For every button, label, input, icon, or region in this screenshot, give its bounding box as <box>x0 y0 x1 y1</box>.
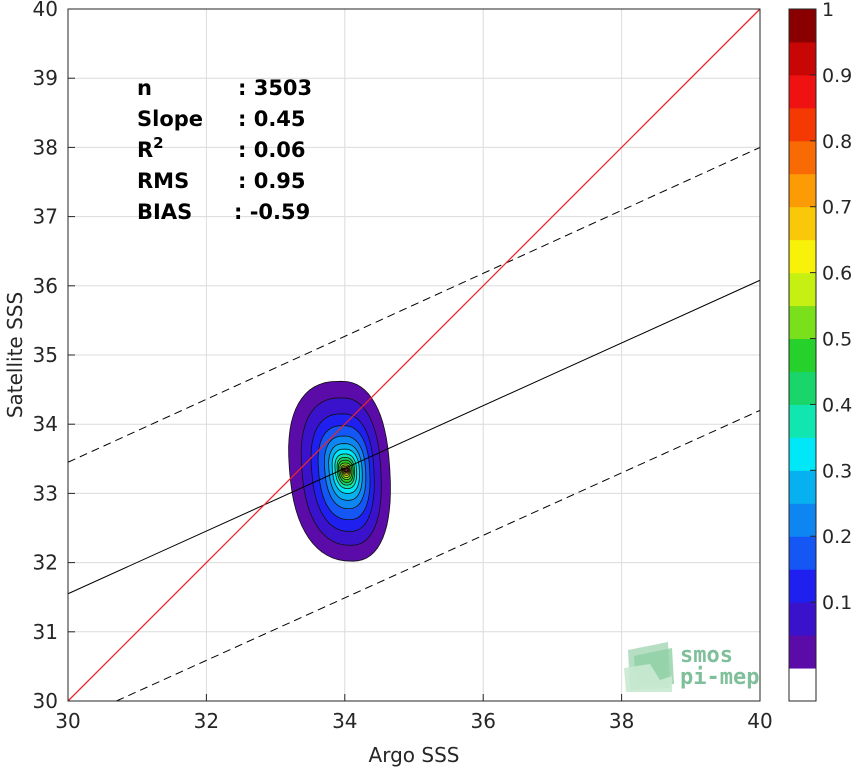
y-tick-label: 33 <box>33 481 58 505</box>
colorbar-tick-label: 0.6 <box>822 263 852 285</box>
y-tick-label: 38 <box>33 135 58 159</box>
colorbar-segment <box>789 74 816 109</box>
colorbar-tick-label: 0.3 <box>822 460 852 482</box>
colorbar <box>788 8 817 702</box>
colorbar-tick-label: 0.5 <box>822 329 852 351</box>
x-tick-label: 30 <box>55 709 80 733</box>
colorbar-tick-label: 1 <box>822 0 834 21</box>
y-tick-label: 32 <box>33 551 58 575</box>
y-tick-label: 30 <box>33 689 58 713</box>
colorbar-segment <box>789 437 816 471</box>
logo-line2: pi-mep <box>680 665 759 690</box>
smos-pi-mep-logo: smos pi-mep <box>624 642 759 692</box>
y-tick-label: 31 <box>33 620 58 644</box>
x-tick-label: 32 <box>194 709 219 733</box>
colorbar-tick-label: 0.8 <box>822 131 852 153</box>
colorbar-segment <box>789 404 816 438</box>
logo-mark-icon <box>624 642 674 692</box>
lower-bound-dashed-line <box>116 409 761 702</box>
colorbar-tick-labels: 0.1 0.2 0.3 0.4 0.5 0.6 0.7 0.8 0.9 1 <box>810 0 852 614</box>
stat-key: Slope <box>137 107 203 131</box>
stat-value: : 0.45 <box>238 107 306 131</box>
colorbar-segment <box>789 503 816 537</box>
stat-key: n <box>137 76 152 100</box>
colorbar-segment <box>789 569 816 603</box>
x-tick-label: 34 <box>332 709 357 733</box>
regression-line <box>67 279 761 595</box>
colorbar-tick-label: 0.7 <box>822 197 852 219</box>
y-tick-label: 34 <box>33 412 58 436</box>
colorbar-tick-label: 0.2 <box>822 526 852 548</box>
x-tick-label: 40 <box>747 709 772 733</box>
x-tick-label: 36 <box>470 709 495 733</box>
y-axis-label: Satellite SSS <box>3 292 27 418</box>
colorbar-tick-label: 0.4 <box>822 394 852 416</box>
colorbar-segment <box>789 9 816 43</box>
colorbar-frame <box>788 8 817 702</box>
colorbar-segment <box>789 173 816 208</box>
colorbar-segment <box>789 536 816 570</box>
colorbar-tick-label: 0.1 <box>822 592 852 614</box>
reference-lines <box>67 8 761 702</box>
colorbar-segment <box>789 470 816 504</box>
y-tick-label: 35 <box>33 343 58 367</box>
colorbar-segment <box>789 239 816 274</box>
upper-bound-dashed-line <box>67 146 761 463</box>
stat-value: : -0.59 <box>234 200 310 224</box>
logo-line1: smos <box>680 643 733 668</box>
statistics-block: n : 3503 Slope : 0.45 R2 : 0.06 RMS : 0.95 BIAS:… <box>137 76 312 224</box>
colorbar-segment <box>789 41 816 76</box>
colorbar-segment <box>789 602 816 636</box>
stat-value: : 0.95 <box>238 169 306 193</box>
contour-level <box>344 468 349 472</box>
y-tick-label: 39 <box>33 66 58 90</box>
colorbar-segment <box>789 272 816 307</box>
colorbar-segment <box>789 107 816 142</box>
x-axis-label: Argo SSS <box>369 743 460 767</box>
x-tick-label: 38 <box>609 709 634 733</box>
x-tick-labels: 30 32 34 36 38 40 <box>55 694 773 733</box>
stat-key: RMS <box>137 169 189 193</box>
colorbar-segment <box>789 305 816 340</box>
y-tick-label: 36 <box>33 274 58 298</box>
colorbar-segment <box>789 668 816 702</box>
y-tick-labels: 30 31 32 33 34 35 36 37 38 39 40 <box>33 0 75 713</box>
stat-key: BIAS <box>137 200 192 224</box>
colorbar-segment <box>789 371 816 405</box>
colorbar-segment <box>789 206 816 241</box>
colorbar-tick-label: 0.9 <box>822 65 852 87</box>
density-contours <box>288 380 391 562</box>
y-tick-label: 40 <box>33 0 58 21</box>
identity-line <box>67 8 761 702</box>
stat-key: R2 <box>137 134 164 162</box>
stat-value: : 0.06 <box>238 138 306 162</box>
colorbar-segment <box>789 338 816 372</box>
colorbar-segment <box>789 140 816 175</box>
y-tick-label: 37 <box>33 205 58 229</box>
stat-value: : 3503 <box>238 76 312 100</box>
colorbar-segment <box>789 635 816 669</box>
